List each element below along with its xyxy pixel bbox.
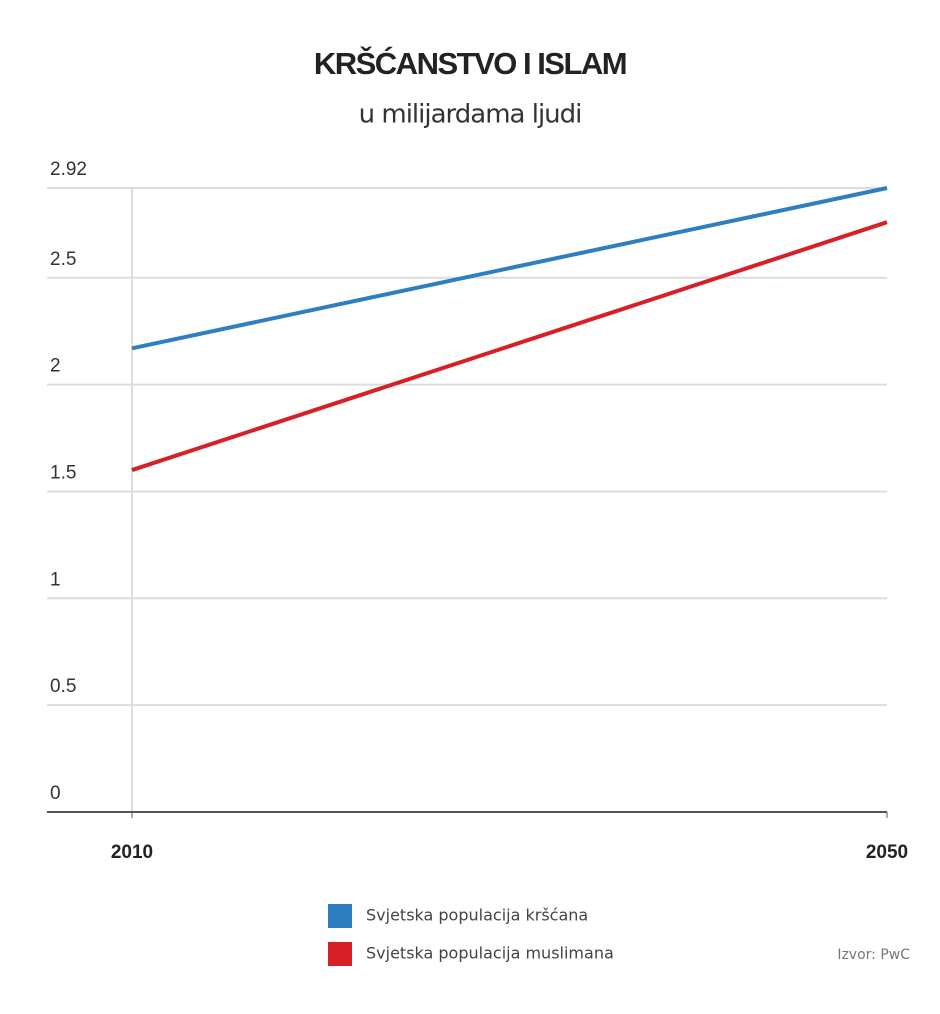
legend-swatch bbox=[328, 904, 352, 928]
y-tick-label: 1 bbox=[50, 569, 61, 590]
legend-label: Svjetska populacija kršćana bbox=[366, 906, 588, 925]
chart-title: KRŠĆANSTVO I ISLAM bbox=[314, 45, 626, 81]
legend-swatch bbox=[328, 942, 352, 966]
y-tick-label: 2.92 bbox=[50, 159, 87, 180]
line-series bbox=[131, 186, 888, 351]
x-tick-label: 2010 bbox=[111, 842, 153, 863]
y-tick-label: 2 bbox=[50, 356, 61, 377]
y-tick-label: 0.5 bbox=[50, 676, 76, 697]
source: Izvor: PwC bbox=[837, 947, 910, 963]
chart-subtitle: u milijardama ljudi bbox=[359, 100, 582, 130]
legend-label: Svjetska populacija muslimana bbox=[366, 944, 614, 963]
line-series bbox=[131, 220, 888, 472]
y-tick-label: 0 bbox=[50, 783, 61, 804]
x-tick-label: 2050 bbox=[866, 842, 908, 863]
y-tick-label: 1.5 bbox=[50, 462, 76, 483]
y-tick-label: 2.5 bbox=[50, 249, 76, 270]
